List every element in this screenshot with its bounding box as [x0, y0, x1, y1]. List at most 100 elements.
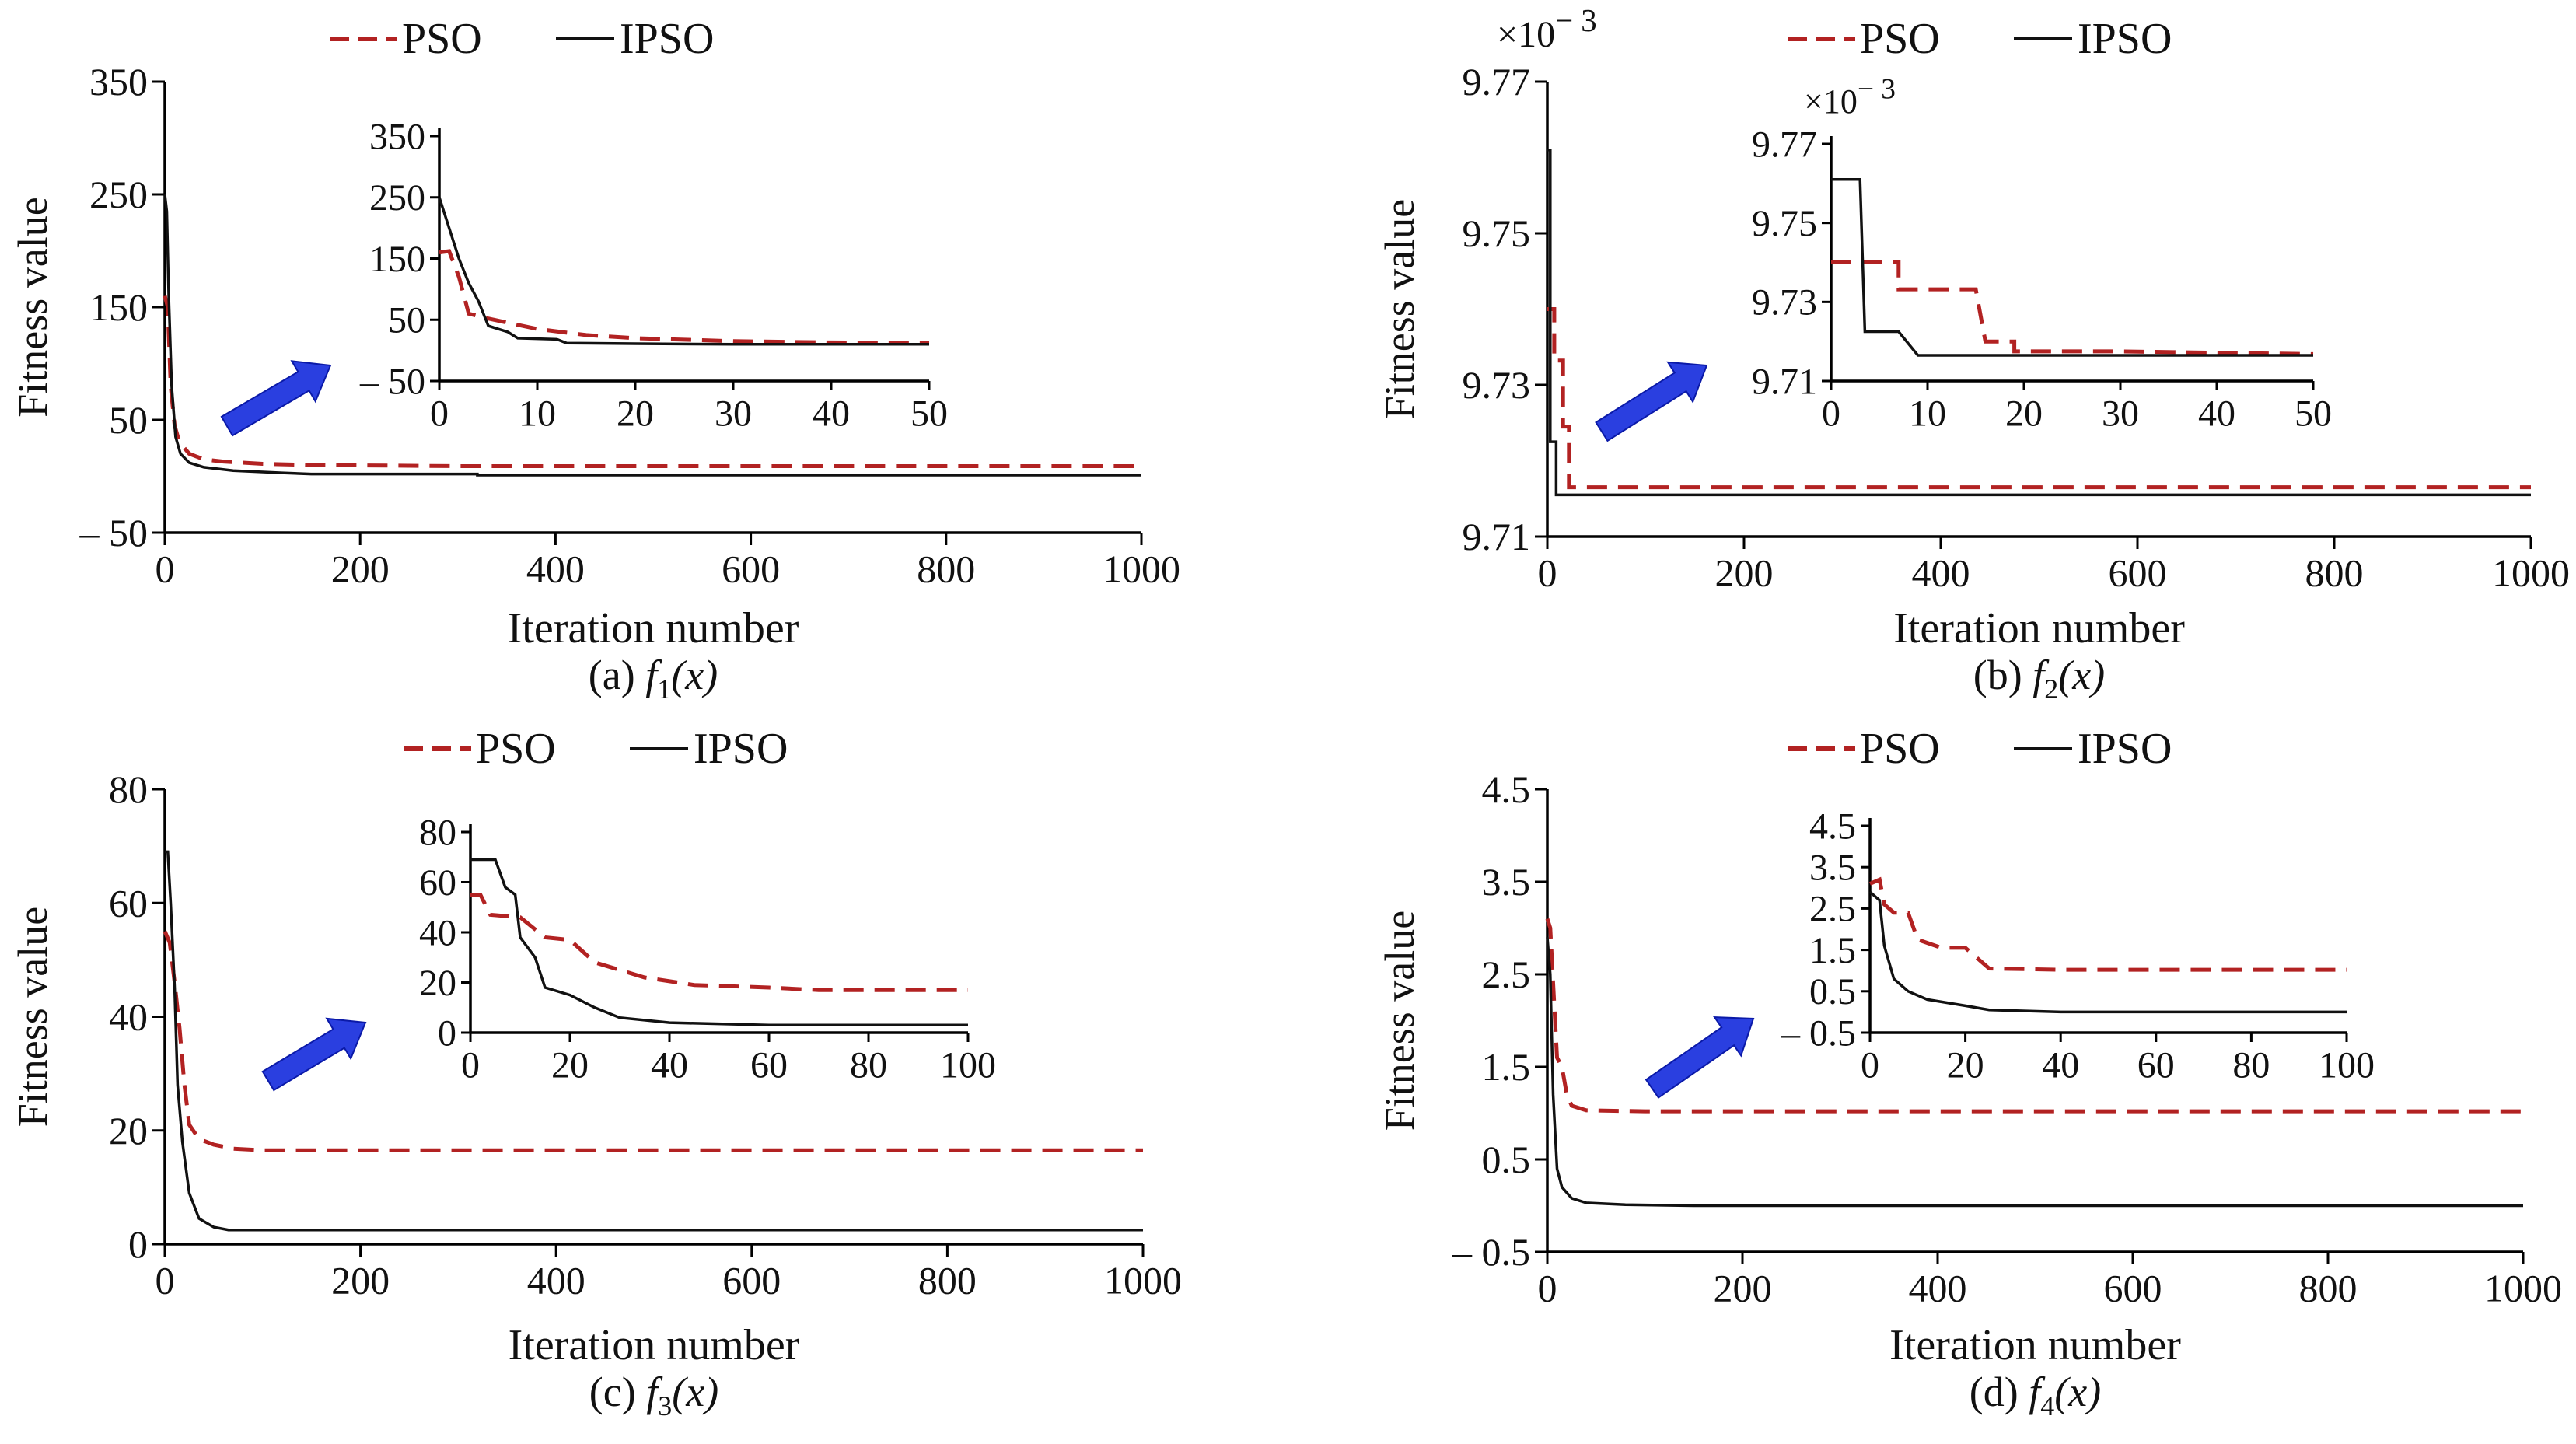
inset-y-tick-label: 9.73	[1752, 282, 1817, 323]
inset-series-line-ipso	[1831, 178, 2313, 357]
inset-x-tick-label: 80	[2232, 1045, 2270, 1086]
inset-x-tick-label: 30	[715, 393, 752, 435]
inset-y-tick-label: 9.77	[1752, 124, 1817, 165]
x-tick-label: 400	[1909, 1267, 1967, 1310]
y-axis-label: Fitness value	[9, 907, 56, 1127]
zoom-arrow	[261, 1017, 367, 1092]
inset-x-tick-label: 10	[1909, 393, 1946, 435]
x-tick-label: 200	[331, 547, 390, 591]
inset-x-tick-label: 40	[2198, 393, 2235, 435]
y-tick-label: 50	[109, 398, 148, 442]
y-tick-label: – 0.5	[1452, 1230, 1530, 1274]
y-tick-label: 60	[109, 881, 148, 925]
inset-x-tick-label: 60	[750, 1045, 788, 1086]
inset-y-tick-label: 0	[438, 1012, 456, 1054]
x-tick-label: 0	[1538, 1267, 1557, 1310]
y-scale-exponent: ×10− 3	[1804, 74, 1896, 121]
zoom-arrow-shape	[220, 360, 332, 437]
zoom-arrow-shape	[1595, 361, 1708, 442]
x-axis-label: Iteration number	[1889, 1321, 2181, 1369]
legend-label-pso: PSO	[1860, 725, 1940, 773]
series-line-ipso	[163, 194, 1141, 477]
x-tick-label: 1000	[1104, 1259, 1182, 1302]
legend-label-ipso: IPSO	[2078, 15, 2172, 63]
inset-y-tick-label: 1.5	[1809, 930, 1856, 971]
inset-y-tick-label: 9.71	[1752, 361, 1817, 402]
inset-y-tick-label: – 0.5	[1781, 1012, 1856, 1054]
inset-series-line-pso	[1831, 260, 2314, 356]
series-line-ipso	[1547, 149, 2531, 497]
panel-caption: (a) f1(x)	[589, 652, 718, 705]
inset-series-line-pso	[1869, 876, 2347, 972]
inset-x-tick-label: 50	[2295, 393, 2332, 435]
inset-y-tick-label: 2.5	[1809, 889, 1856, 930]
panel-b: 0 200 400 600 800 10009.719.739.759.77Fitness…	[1376, 3, 2570, 705]
series-line-ipso	[1546, 937, 2523, 1208]
y-axis-label: Fitness value	[9, 197, 56, 417]
y-tick-label: 0	[128, 1222, 148, 1266]
inset-x-tick-label: 30	[2102, 393, 2139, 435]
x-tick-label: 600	[2104, 1267, 2162, 1310]
y-tick-label: 4.5	[1482, 767, 1531, 811]
y-tick-label: 40	[109, 995, 148, 1039]
legend-label-ipso: IPSO	[2078, 725, 2172, 773]
inset-y-tick-label: 9.75	[1752, 203, 1817, 244]
x-tick-label: 800	[918, 1259, 977, 1302]
inset-series-line-ipso	[438, 197, 929, 346]
inset-y-tick-label: 3.5	[1809, 848, 1856, 889]
inset-series-line-ipso	[1868, 890, 2347, 1014]
x-axis-label: Iteration number	[509, 1321, 800, 1369]
x-tick-label: 0	[156, 547, 175, 591]
y-tick-label: 250	[89, 173, 148, 216]
inset-y-tick-label: 4.5	[1809, 806, 1856, 847]
inset-y-tick-label: 250	[369, 177, 425, 219]
panel-caption: (b) f2(x)	[1973, 652, 2105, 705]
x-axis-label: Iteration number	[1893, 604, 2185, 652]
x-tick-label: 400	[1912, 551, 1970, 595]
x-tick-label: 200	[1714, 1267, 1772, 1310]
x-tick-label: 200	[331, 1259, 390, 1302]
inset-x-tick-label: 60	[2137, 1045, 2175, 1086]
inset-x-tick-label: 0	[430, 393, 449, 435]
inset-x-tick-label: 50	[911, 393, 948, 435]
inset-x-tick-label: 10	[519, 393, 556, 435]
x-tick-label: 400	[526, 547, 585, 591]
series-line-ipso	[165, 850, 1143, 1232]
x-tick-label: 800	[2305, 551, 2364, 595]
series-line-pso	[1547, 307, 2531, 490]
inset-y-tick-label: 0.5	[1809, 971, 1856, 1012]
x-tick-label: 600	[2109, 551, 2167, 595]
inset-series-line-pso	[439, 249, 930, 345]
inset-y-tick-label: 20	[419, 963, 456, 1004]
legend-label-pso: PSO	[476, 725, 556, 773]
inset-x-tick-label: 20	[1947, 1045, 1984, 1086]
inset-series-line-ipso	[470, 858, 968, 1027]
inset-plot: 0 20 40 60 80 100 – 0.50.51.52.53.54.5	[1781, 806, 2375, 1086]
inset-x-tick-label: 0	[1861, 1045, 1879, 1086]
x-tick-label: 600	[722, 1259, 781, 1302]
x-tick-label: 600	[722, 547, 780, 591]
inset-y-tick-label: 60	[419, 862, 456, 904]
x-axis-label: Iteration number	[508, 604, 799, 652]
legend-label-pso: PSO	[402, 15, 482, 63]
legend-label-pso: PSO	[1860, 15, 1940, 63]
inset-y-tick-label: – 50	[359, 361, 425, 402]
inset-y-tick-label: 150	[369, 239, 425, 280]
panel-d: 0 200 400 600 800 1000– 0.50.51.52.53.54.5Fit…	[1376, 725, 2562, 1421]
x-tick-label: 200	[1715, 551, 1774, 595]
legend: PSO IPSO	[1788, 725, 2172, 773]
legend: PSO IPSO	[330, 15, 714, 63]
x-tick-label: 400	[527, 1259, 585, 1302]
legend-label-ipso: IPSO	[694, 725, 788, 773]
x-tick-label: 1000	[1103, 547, 1180, 591]
inset-x-tick-label: 40	[813, 393, 850, 435]
y-axis-label: Fitness value	[1376, 911, 1423, 1131]
y-tick-label: 1.5	[1482, 1045, 1531, 1089]
zoom-arrow	[1645, 1016, 1755, 1099]
y-tick-label: 3.5	[1482, 860, 1531, 904]
y-tick-label: 350	[89, 60, 148, 103]
y-tick-label: 9.77	[1463, 60, 1531, 103]
inset-x-tick-label: 100	[2319, 1045, 2375, 1086]
